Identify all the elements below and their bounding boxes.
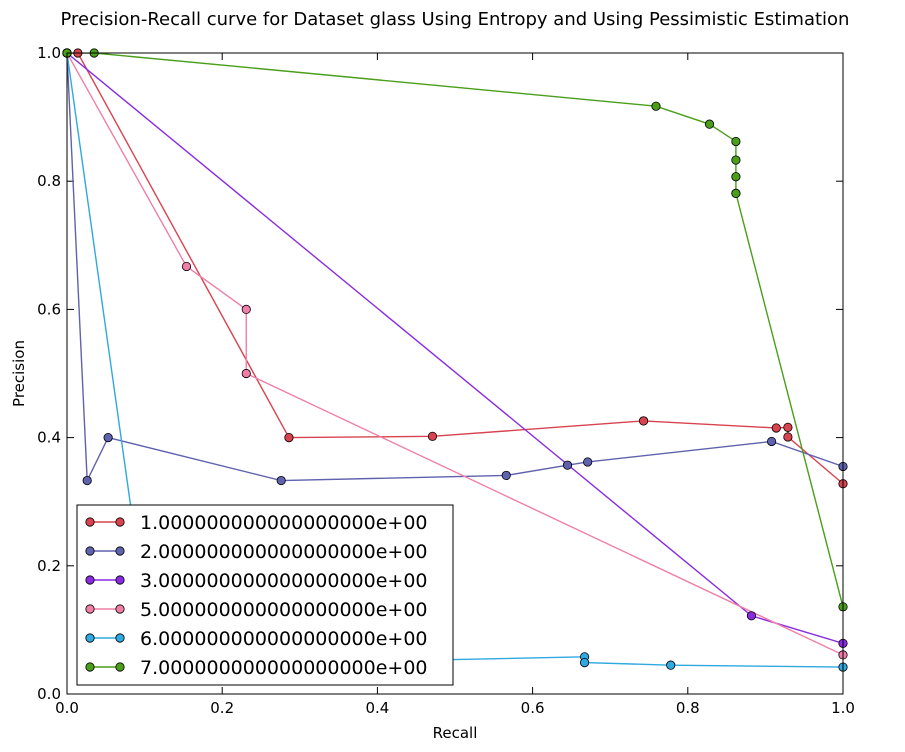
x-tick-label: 0.6 [521, 699, 545, 717]
data-point [666, 660, 676, 670]
data-point [731, 172, 741, 182]
x-tick-label: 0.4 [365, 699, 389, 717]
plot-frame [66, 52, 844, 695]
legend-marker [115, 633, 125, 643]
x-tick-label: 1.0 [831, 699, 855, 717]
y-tick-label: 0.8 [37, 172, 61, 190]
y-tick-label: 0.4 [37, 429, 61, 447]
y-tick-label: 0.0 [37, 685, 61, 703]
legend-label: 7.000000000000000000e+00 [140, 657, 428, 679]
legend-marker [115, 662, 125, 672]
legend: 1.000000000000000000e+00 2.00000000000000… [76, 504, 454, 686]
data-point [427, 431, 438, 441]
legend-label: 5.000000000000000000e+00 [140, 599, 428, 621]
data-point [103, 432, 113, 443]
legend-box [76, 504, 454, 686]
legend-marker [115, 604, 125, 614]
x-tick-label: 0.8 [676, 699, 700, 717]
data-point [241, 304, 251, 314]
legend-marker [85, 546, 95, 556]
axis-ticks: 0.0 0.2 0.4 0.6 0.8 1.0 0.0 0.2 0.4 0.6 0.8 1.0 [37, 44, 855, 717]
legend-marker [85, 633, 95, 643]
legend-label: 2.000000000000000000e+00 [140, 541, 428, 563]
data-point [562, 460, 573, 470]
legend-label: 1.000000000000000000e+00 [140, 512, 428, 534]
data-point [583, 457, 593, 467]
data-point [651, 101, 661, 111]
legend-marker [115, 517, 125, 527]
legend-label: 6.000000000000000000e+00 [140, 628, 428, 650]
x-tick-label: 0.0 [55, 699, 79, 717]
data-point [783, 432, 793, 442]
legend-marker [115, 575, 125, 585]
legend-marker [85, 604, 95, 614]
x-tick-label: 0.2 [210, 699, 234, 717]
data-point [771, 423, 781, 433]
data-point [746, 611, 757, 621]
data-point [284, 432, 294, 443]
data-point [704, 119, 715, 129]
legend-marker [85, 662, 95, 672]
data-point [276, 475, 286, 486]
data-point [579, 657, 590, 668]
legend-marker [85, 517, 95, 527]
y-tick-label: 0.6 [37, 300, 61, 318]
data-point [767, 436, 777, 447]
y-tick-label: 0.2 [37, 557, 61, 575]
legend-marker [115, 546, 125, 556]
legend-label: 3.000000000000000000e+00 [140, 570, 428, 592]
y-axis-label: Precision [10, 340, 28, 407]
x-axis-label: Recall [433, 724, 478, 742]
data-point [82, 475, 92, 486]
data-point [731, 136, 741, 147]
data-point [241, 368, 251, 379]
data-point [181, 261, 192, 272]
data-point [501, 470, 511, 481]
legend-marker [85, 575, 95, 585]
chart-title: Precision-Recall curve for Dataset glass… [61, 9, 850, 30]
y-tick-label: 1.0 [37, 44, 61, 62]
data-point [638, 416, 649, 426]
data-point [783, 422, 793, 432]
data-point [731, 155, 741, 165]
data-point [731, 188, 741, 198]
